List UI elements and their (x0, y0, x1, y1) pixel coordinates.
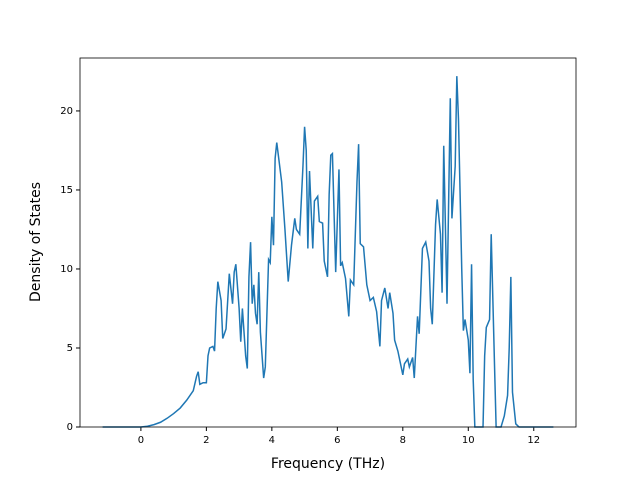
plot-frame (79, 57, 577, 428)
y-tick-label: 10 (60, 264, 73, 275)
y-tick-label: 15 (60, 185, 73, 196)
x-tick-label: 2 (203, 435, 209, 446)
x-tick-label: 12 (527, 435, 540, 446)
x-tick-label: 0 (138, 435, 144, 446)
y-tick-label: 0 (67, 422, 73, 433)
y-tick-label: 5 (67, 343, 73, 354)
y-tick-label: 20 (60, 106, 73, 117)
y-axis-label: Density of States (28, 182, 44, 302)
x-axis-label: Frequency (THz) (271, 456, 385, 472)
x-tick-label: 6 (334, 435, 340, 446)
x-tick-label: 4 (269, 435, 275, 446)
x-tick-label: 10 (462, 435, 475, 446)
x-tick-label: 8 (400, 435, 406, 446)
data-line (102, 76, 554, 428)
